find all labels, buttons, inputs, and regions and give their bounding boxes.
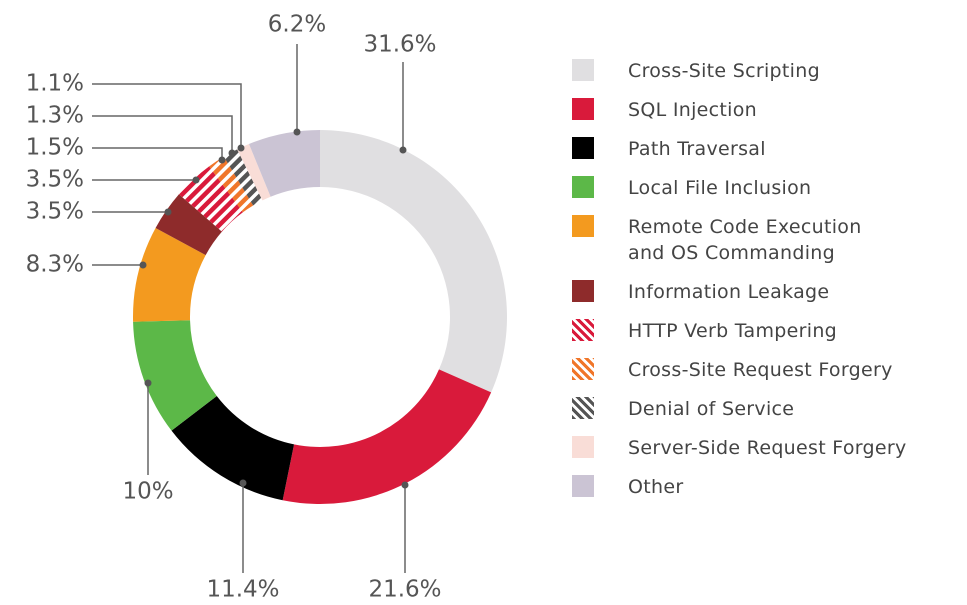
- donut-slice: [320, 130, 507, 393]
- legend-swatch: [572, 319, 594, 341]
- legend-swatch: [572, 280, 594, 302]
- leader-dot: [139, 261, 147, 269]
- leader-dot: [293, 128, 301, 136]
- legend-label: Information Leakage: [628, 281, 830, 303]
- data-label: 21.6%: [368, 577, 441, 603]
- leader-dot: [401, 481, 409, 489]
- legend-item: Cross-Site Scripting: [570, 58, 907, 84]
- donut-slice: [155, 194, 222, 256]
- legend-item: SQL Injection: [570, 97, 907, 123]
- leader-dot: [164, 208, 172, 216]
- legend-swatch: [572, 59, 594, 81]
- legend-label: SQL Injection: [628, 99, 757, 121]
- legend-swatch: [572, 98, 594, 120]
- donut-slice: [209, 156, 254, 213]
- data-label: 1.3%: [26, 103, 84, 129]
- legend-label: Server-Side Request Forgery: [628, 437, 907, 459]
- legend-swatch: [572, 475, 594, 497]
- donut-slice: [133, 320, 217, 431]
- legend-label: Remote Code Execution and OS Commanding: [628, 216, 862, 264]
- legend-item: Path Traversal: [570, 136, 907, 162]
- leader-line: [92, 83, 242, 148]
- legend-item: Denial of Service: [570, 396, 907, 422]
- legend-swatch: [572, 176, 594, 198]
- leader-line: [92, 115, 233, 153]
- legend-item: Server-Side Request Forgery: [570, 435, 907, 461]
- data-label: 31.6%: [363, 32, 436, 58]
- legend-swatch: [572, 358, 594, 380]
- leader-dot: [239, 479, 247, 487]
- chart: 31.6% 21.6% 11.4% 10% 8.3% 3.5% 3.5% 1.5% 1.3% 1.…: [26, 12, 507, 603]
- legend-label: Cross-Site Request Forgery: [628, 359, 893, 381]
- legend-label: Local File Inclusion: [628, 177, 812, 199]
- legend-swatch: [572, 137, 594, 159]
- legend-label: Path Traversal: [628, 138, 766, 160]
- data-label: 3.5%: [26, 199, 84, 225]
- legend-swatch: [572, 436, 594, 458]
- legend-label: HTTP Verb Tampering: [628, 320, 838, 342]
- legend-swatch: [572, 215, 594, 237]
- data-label: 1.5%: [26, 135, 84, 161]
- legend: Cross-Site Scripting SQL Injection Path Tr…: [570, 58, 907, 513]
- legend-item: Other: [570, 474, 907, 500]
- donut-slice: [171, 396, 295, 501]
- donut-slice: [282, 369, 492, 504]
- data-label: 11.4%: [206, 577, 279, 603]
- legend-label: Cross-Site Scripting: [628, 60, 820, 82]
- legend-label: Denial of Service: [628, 398, 795, 420]
- legend-item: Remote Code Execution and OS Commanding: [570, 214, 907, 266]
- legend-swatch: [572, 397, 594, 419]
- legend-item: Information Leakage: [570, 279, 907, 305]
- leader-dot: [218, 156, 226, 164]
- data-label: 8.3%: [26, 252, 84, 278]
- legend-item: Local File Inclusion: [570, 175, 907, 201]
- data-label: 6.2%: [268, 12, 326, 38]
- legend-label: Other: [628, 476, 684, 498]
- legend-item: Cross-Site Request Forgery: [570, 357, 907, 383]
- data-label: 10%: [122, 479, 173, 505]
- data-label: 1.1%: [26, 71, 84, 97]
- legend-item: HTTP Verb Tampering: [570, 318, 907, 344]
- leader-dot: [144, 379, 152, 387]
- leader-line: [92, 147, 223, 160]
- data-label: 3.5%: [26, 167, 84, 193]
- leader-dot: [192, 176, 200, 184]
- leader-dot: [228, 149, 236, 157]
- donut-slice: [133, 227, 206, 322]
- leader-dot: [399, 146, 407, 154]
- donut-slice: [223, 149, 263, 206]
- donut-slice: [248, 130, 320, 197]
- donut-slice: [237, 144, 271, 201]
- leader-dot: [237, 144, 245, 152]
